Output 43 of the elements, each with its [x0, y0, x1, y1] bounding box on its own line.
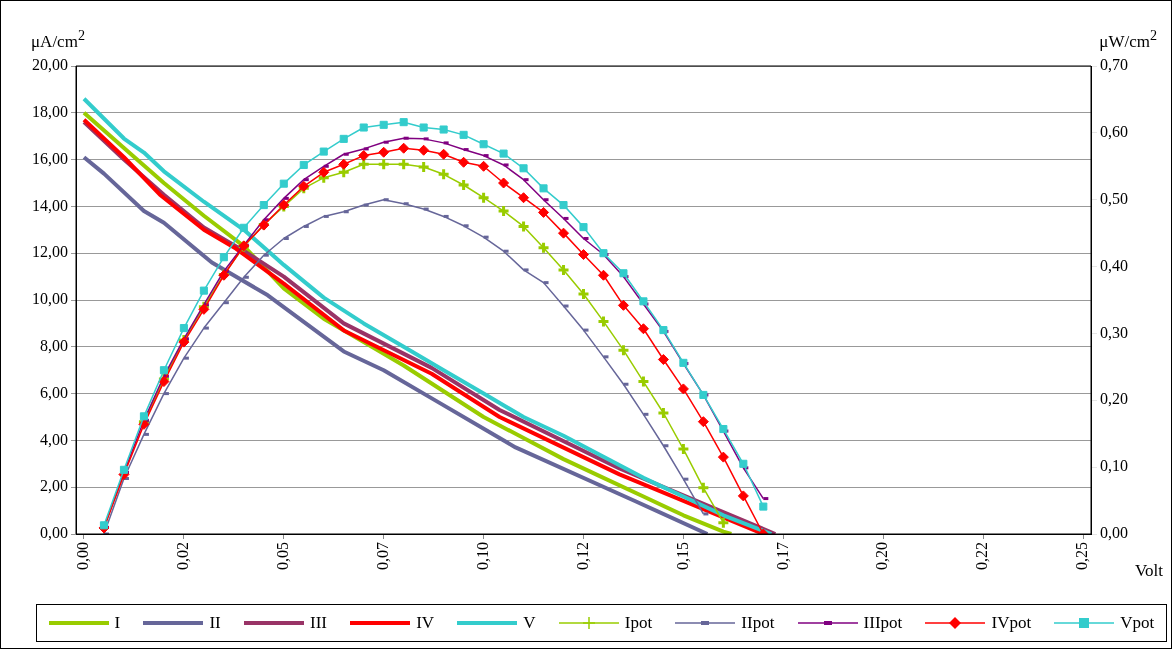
y-tick-label: 4,00 [40, 430, 68, 448]
legend-label: IVpot [991, 613, 1032, 633]
x-tick-label: 0,07 [373, 542, 391, 570]
legend-label: Vpot [1120, 613, 1155, 633]
legend-label: IV [416, 613, 435, 633]
y-tick-label: 8,00 [40, 337, 68, 354]
y2-tick-label: 0,40 [1100, 256, 1128, 274]
y2-tick-label: 0,10 [1100, 457, 1128, 475]
legend-label: V [523, 613, 536, 633]
x-tick-label: 0,15 [673, 542, 691, 570]
x-tick-label: 0,12 [573, 542, 591, 570]
y2-axis-title: μW/cm$^{2}$ [1099, 27, 1157, 52]
y2-tick-label: 0,20 [1100, 390, 1128, 408]
y2-tick-label: 0,00 [1100, 524, 1128, 542]
x-tick-label: 0,25 [1073, 542, 1091, 570]
x-tick-label: 0,02 [174, 542, 192, 570]
y-tick-label: 0,00 [40, 524, 68, 542]
y2-tick-label: 0,50 [1100, 189, 1128, 207]
x-tick-label: 0,00 [74, 542, 92, 570]
x-tick-label: 0,05 [274, 542, 291, 570]
legend-label: II [209, 613, 221, 633]
x-tick-label: 0,10 [473, 542, 491, 570]
legend-label: Ipot [624, 613, 653, 633]
y2-tick-label: 0,70 [1100, 56, 1128, 74]
legend-label: I [114, 613, 121, 633]
x-tick-label: 0,20 [873, 542, 891, 570]
x-tick-label: 0,22 [973, 542, 991, 570]
y-tick-label: 14,00 [32, 196, 68, 214]
y-tick-label: 18,00 [32, 103, 68, 120]
y2-tick-label: 0,30 [1100, 323, 1128, 341]
legend-label: IIpot [741, 613, 775, 633]
y2-tick-label: 0,60 [1100, 123, 1128, 141]
y-tick-label: 20,00 [32, 56, 68, 74]
legend-label: III [309, 613, 327, 633]
x-axis-title: Volt [1134, 561, 1163, 581]
y-axis-title: μA/cm$^{2}$ [31, 27, 85, 52]
y-tick-label: 2,00 [40, 477, 68, 495]
y-tick-label: 16,00 [32, 149, 68, 167]
y-tick-label: 10,00 [32, 290, 68, 308]
y-tick-label: 6,00 [40, 383, 68, 401]
x-tick-label: 0,17 [773, 542, 791, 570]
y-tick-label: 12,00 [32, 243, 68, 261]
legend-label: IIIpot [863, 613, 903, 633]
